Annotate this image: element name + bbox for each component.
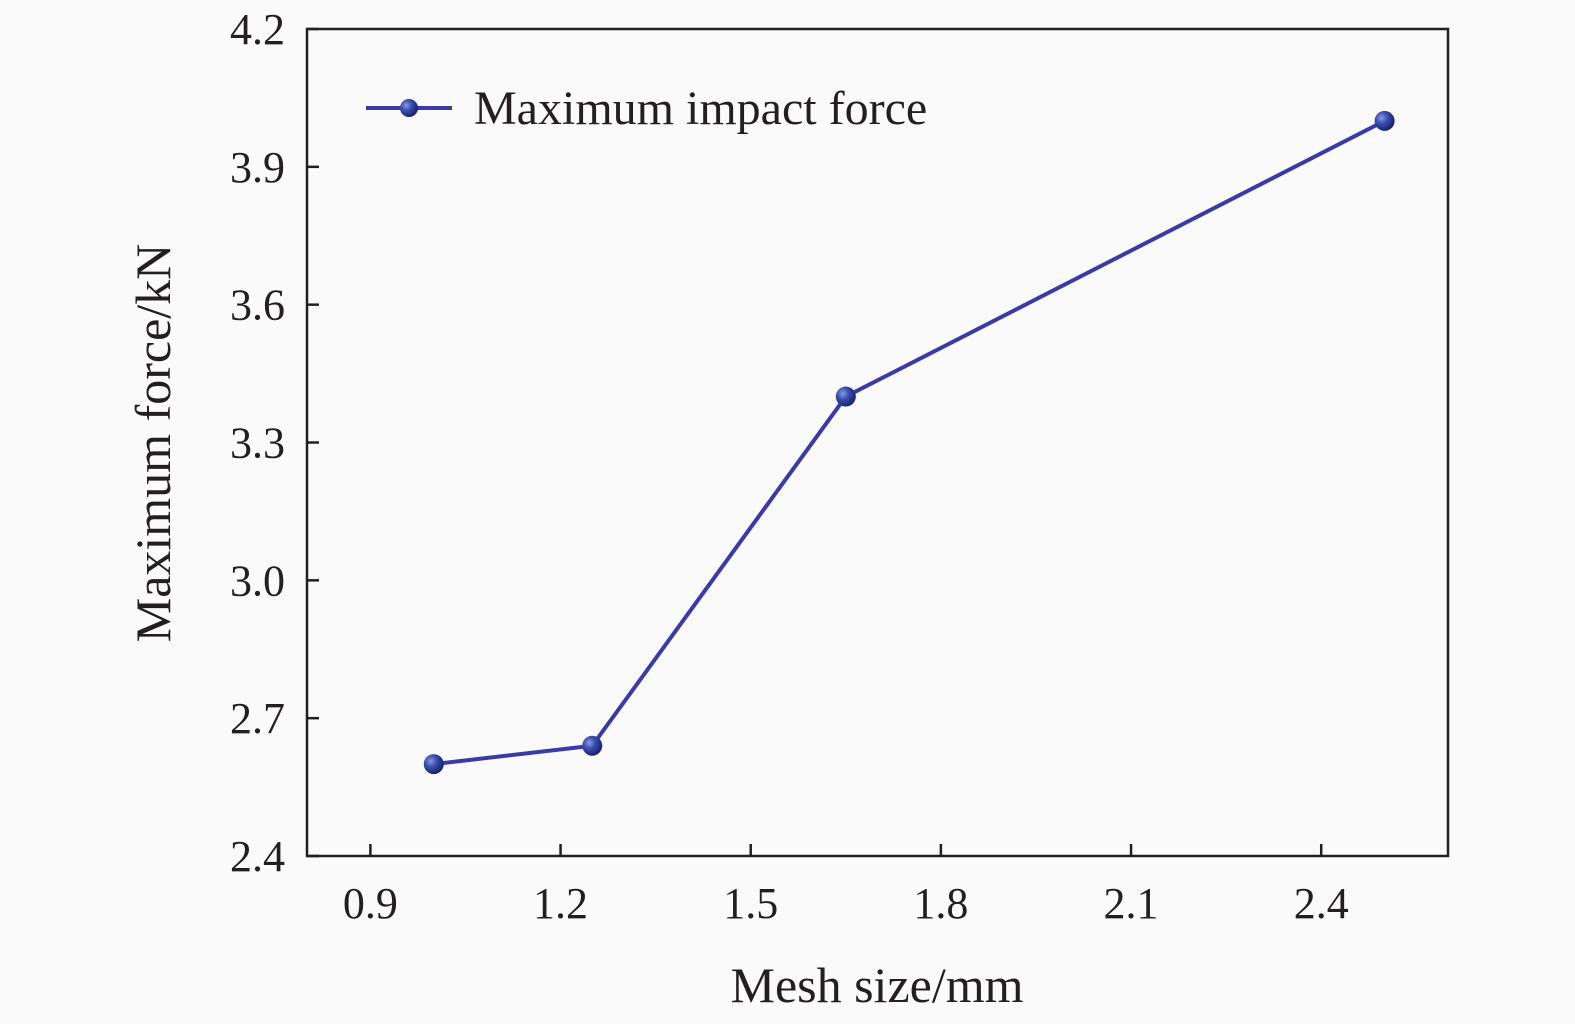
y-tick-label: 3.6 [230, 281, 285, 330]
data-point [423, 754, 444, 775]
data-point [835, 386, 856, 407]
legend-label: Maximum impact force [474, 82, 927, 135]
y-tick-label: 4.2 [230, 5, 285, 54]
x-tick-label: 1.5 [723, 879, 778, 928]
legend-marker [400, 99, 418, 117]
x-tick-label: 2.1 [1104, 879, 1159, 928]
y-tick-label: 2.7 [230, 694, 285, 743]
x-tick-label: 1.2 [533, 879, 588, 928]
y-axis-ticks: 2.4 2.7 3.0 3.3 3.6 3.9 4.2 [230, 5, 319, 881]
plot-frame [305, 27, 1450, 858]
x-tick-label: 2.4 [1294, 879, 1349, 928]
data-point [582, 735, 603, 756]
y-tick-label: 3.3 [230, 419, 285, 468]
y-tick-label: 3.0 [230, 556, 285, 605]
y-tick-label: 2.4 [230, 832, 285, 881]
x-tick-label: 0.9 [343, 879, 398, 928]
y-tick-label: 3.9 [230, 143, 285, 192]
data-point [1374, 110, 1395, 131]
x-axis-ticks: 0.9 1.2 1.5 1.8 2.1 2.4 [343, 844, 1349, 928]
y-axis-label: Maximum force/kN [125, 244, 181, 643]
series-layer [423, 110, 1395, 775]
x-axis-label: Mesh size/mm [730, 957, 1023, 1013]
series-line [433, 119, 1386, 767]
x-tick-label: 1.8 [913, 879, 968, 928]
legend: Maximum impact force [366, 82, 927, 135]
